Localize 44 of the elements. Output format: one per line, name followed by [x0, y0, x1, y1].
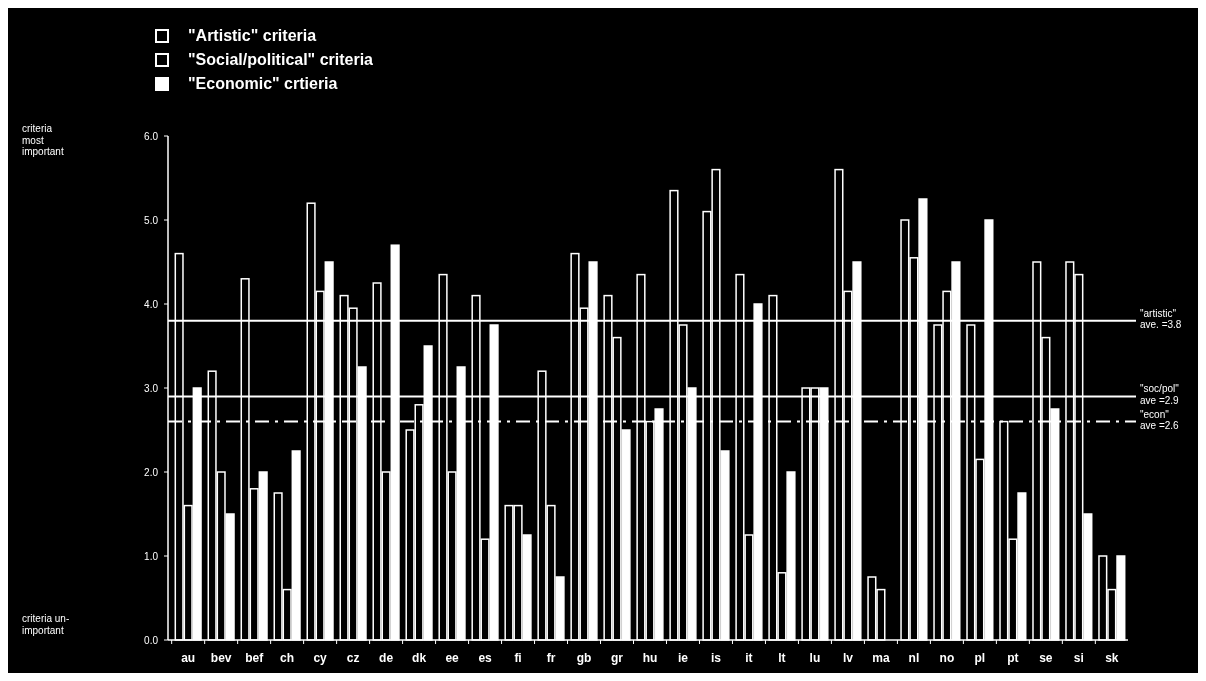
x-tick-label: lu [809, 651, 821, 665]
text: criteria un- important [22, 613, 70, 636]
x-tick-label: ie [677, 651, 689, 665]
x-tick-label: cy [313, 651, 328, 665]
y-tick-label: 0.0 [144, 634, 159, 646]
x-tick-label: it [745, 651, 753, 665]
ref-line-label: "econ" ave =2.6 [1140, 408, 1180, 432]
x-tick-label: hu [642, 651, 658, 665]
x-tick-label: au [181, 651, 196, 665]
y-tick-label: 5.0 [144, 214, 159, 226]
x-tick-label: gr [611, 651, 624, 665]
x-tick-label: nl [908, 651, 920, 665]
x-tick-label: ma [872, 651, 890, 665]
x-tick-label: ee [445, 651, 460, 665]
x-tick-label: pl [974, 651, 986, 665]
x-tick-label: no [939, 651, 955, 665]
x-tick-label: de [379, 651, 394, 665]
ref-line-label: "soc/pol" ave =2.9 [1140, 383, 1180, 406]
legend-label: "Artistic" criteria [188, 27, 317, 44]
x-tick-label: fr [546, 651, 556, 665]
x-tick-label: es [478, 651, 493, 665]
y-tick-label: 4.0 [144, 298, 159, 310]
legend-label: "Economic" crtieria [188, 75, 338, 92]
x-tick-label: is [710, 651, 722, 665]
x-tick-label: cz [346, 651, 360, 665]
x-tick-label: dk [412, 651, 427, 665]
x-tick-label: se [1039, 651, 1053, 665]
y-tick-label: 6.0 [144, 130, 159, 142]
x-tick-label: lt [778, 651, 786, 665]
x-tick-label: lv [842, 651, 854, 665]
x-tick-label: fi [514, 651, 522, 665]
x-tick-label: bef [245, 651, 265, 665]
x-tick-label: gb [576, 651, 592, 665]
ref-line-label: "artistic" ave. =3.8 [1140, 307, 1182, 331]
x-tick-label: bev [210, 651, 232, 665]
y-tick-label: 1.0 [144, 550, 159, 562]
text: criteria most important [22, 123, 64, 157]
y-tick-label: 2.0 [144, 466, 159, 478]
legend-label: "Social/political" criteria [188, 51, 374, 68]
x-tick-label: si [1073, 651, 1084, 665]
x-tick-label: pt [1007, 651, 1019, 665]
y-tick-label: 3.0 [144, 382, 159, 394]
x-tick-label: sk [1105, 651, 1119, 665]
x-tick-label: ch [280, 651, 295, 665]
